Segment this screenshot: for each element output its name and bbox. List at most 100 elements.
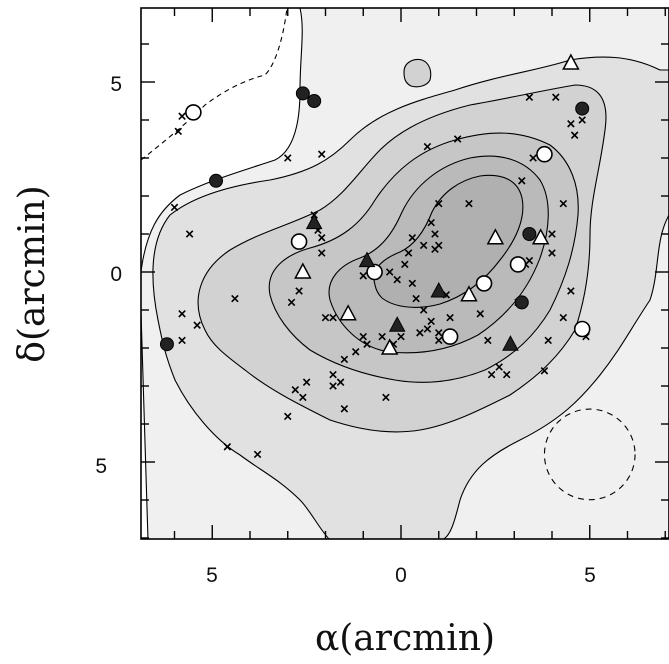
cross-marker xyxy=(283,154,292,162)
cross-marker xyxy=(434,329,443,337)
cross-marker xyxy=(185,230,194,238)
cross-marker xyxy=(453,135,462,143)
filled-triangle-marker xyxy=(305,213,323,230)
cross-marker xyxy=(408,279,417,288)
cross-marker xyxy=(174,127,183,136)
cross-marker xyxy=(548,230,556,238)
cross-marker xyxy=(329,370,337,379)
cross-marker xyxy=(363,340,371,348)
cross-marker xyxy=(329,313,337,322)
cross-marker xyxy=(502,370,511,379)
cross-marker xyxy=(317,150,326,158)
y-tick-label: 0 xyxy=(110,263,122,286)
cross-marker xyxy=(544,336,552,345)
cross-marker xyxy=(193,321,201,329)
cross-marker xyxy=(419,306,428,314)
cross-marker xyxy=(518,177,526,185)
open-circle-marker xyxy=(290,233,308,250)
axis-ticks xyxy=(141,8,669,539)
open-circle-marker xyxy=(366,263,383,281)
cross-marker xyxy=(299,393,307,402)
contour-level-6 xyxy=(373,174,524,308)
cross-marker xyxy=(397,332,405,341)
markers xyxy=(159,53,591,459)
cross-marker xyxy=(434,199,443,208)
cross-marker xyxy=(178,310,186,318)
cross-marker xyxy=(351,348,360,356)
x-tick-labels: 5 0 5 xyxy=(206,564,596,587)
cross-marker xyxy=(431,230,439,238)
cross-marker xyxy=(484,336,492,345)
cross-marker xyxy=(385,268,394,276)
filled-circle-marker xyxy=(307,94,322,108)
cross-marker xyxy=(525,256,534,265)
open-triangle-marker xyxy=(460,285,478,302)
cross-marker xyxy=(559,199,568,208)
filled-circle-marker xyxy=(514,295,529,310)
cross-marker xyxy=(393,275,401,284)
x-tick-label: 5 xyxy=(584,564,596,587)
cross-marker xyxy=(525,93,534,101)
cross-marker xyxy=(423,325,432,333)
x-tick-label: 0 xyxy=(395,564,407,587)
cross-marker xyxy=(287,298,296,307)
cross-marker xyxy=(302,378,311,386)
cross-marker xyxy=(295,287,303,295)
cross-marker xyxy=(567,120,575,128)
open-triangle-marker xyxy=(486,228,505,245)
cross-marker xyxy=(427,317,435,326)
cross-marker xyxy=(567,287,575,295)
y-tick-label: 5 xyxy=(95,455,107,478)
open-circle-marker xyxy=(441,328,459,345)
cross-marker xyxy=(231,294,239,303)
cross-marker xyxy=(336,378,345,386)
cross-marker xyxy=(552,93,560,101)
filled-circle-marker xyxy=(575,101,590,116)
plot-frame xyxy=(140,7,669,540)
cross-marker xyxy=(540,367,549,375)
cross-marker xyxy=(570,131,579,139)
y-tick-labels: 5 0 5 xyxy=(95,73,122,478)
filled-triangle-marker xyxy=(388,316,406,332)
outer-dashed-contour xyxy=(141,8,288,161)
cross-marker xyxy=(412,294,420,303)
filled-circle-marker xyxy=(295,86,310,101)
filled-circle-marker xyxy=(522,227,537,241)
x-axis-title: α(arcmin) xyxy=(315,618,495,659)
open-circle-marker xyxy=(536,145,553,163)
cross-marker xyxy=(401,260,409,269)
cross-marker xyxy=(476,310,485,318)
cross-marker xyxy=(446,313,454,322)
cross-marker xyxy=(340,355,349,364)
cross-marker xyxy=(548,249,556,257)
filled-circle-marker xyxy=(209,173,224,188)
open-circle-marker xyxy=(573,320,591,338)
cross-marker xyxy=(329,382,337,390)
cross-marker xyxy=(434,336,443,345)
cross-marker xyxy=(416,329,424,337)
cross-marker xyxy=(317,249,326,257)
cross-marker xyxy=(404,249,413,257)
cross-marker xyxy=(423,142,432,151)
open-circle-marker xyxy=(509,256,527,273)
x-tick-label: 5 xyxy=(206,564,218,587)
cross-marker xyxy=(317,234,326,242)
cross-marker xyxy=(434,241,443,250)
contour-level-2-island xyxy=(403,58,432,88)
y-tick-label: 5 xyxy=(110,73,122,96)
open-triangle-marker xyxy=(562,53,580,70)
cross-marker xyxy=(378,332,386,341)
cross-marker xyxy=(321,313,330,322)
density-contours xyxy=(141,8,669,539)
cross-marker xyxy=(529,154,537,162)
open-triangle-marker xyxy=(380,338,399,355)
cross-marker xyxy=(419,241,428,250)
filled-triangle-marker xyxy=(502,335,519,351)
cross-marker xyxy=(408,234,417,242)
open-triangle-marker xyxy=(294,262,312,279)
cross-marker xyxy=(427,218,435,227)
cross-marker xyxy=(291,386,300,394)
cross-marker xyxy=(495,363,503,371)
cross-marker xyxy=(178,112,186,120)
